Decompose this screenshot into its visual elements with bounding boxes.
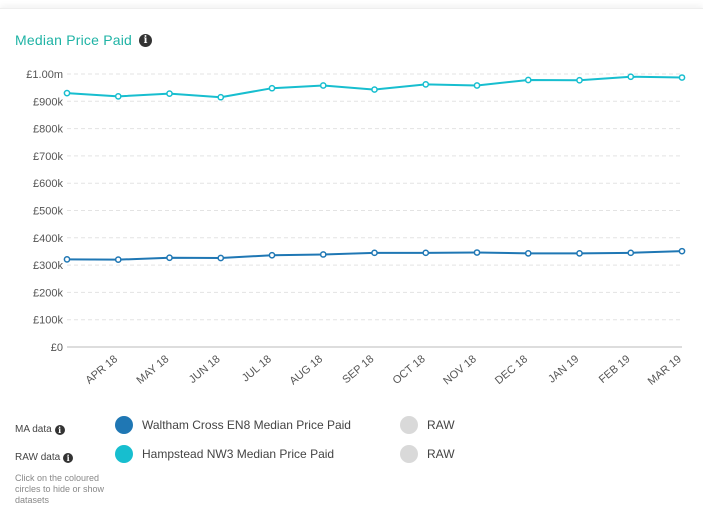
legend-item-hampstead-raw[interactable]: RAW	[400, 445, 455, 463]
x-tick-label: JUL 18	[240, 353, 274, 384]
data-point	[166, 254, 173, 262]
x-tick-label: MAY 18	[135, 353, 172, 387]
data-point	[166, 90, 173, 98]
data-point	[524, 250, 532, 257]
chart-card	[0, 8, 703, 518]
data-point	[524, 76, 532, 84]
y-tick-label: £200k	[33, 287, 63, 299]
y-tick-label: £800k	[33, 124, 63, 136]
x-tick-label: SEP 18	[340, 353, 376, 386]
data-point	[473, 82, 481, 89]
legend-item-hampstead[interactable]: Hampstead NW3 Median Price Paid	[115, 445, 334, 463]
data-point	[268, 251, 276, 259]
x-tick-label: MAR 19	[646, 353, 684, 388]
legend-label-waltham: Waltham Cross EN8 Median Price Paid	[142, 418, 351, 432]
y-tick-label: £0	[51, 342, 63, 354]
line-chart: £0 £100k £200k £300k £400k £500k £600k £700k £80…	[26, 69, 686, 388]
data-point	[319, 82, 327, 89]
data-point	[114, 256, 122, 263]
chart-title: Median Price Paid	[15, 32, 133, 48]
legend-label-hampstead: Hampstead NW3 Median Price Paid	[142, 447, 335, 461]
data-point	[422, 249, 430, 257]
x-tick-label: DEC 18	[493, 353, 530, 387]
data-point	[627, 249, 635, 257]
y-tick-label: £900k	[33, 96, 63, 108]
data-point	[217, 93, 225, 101]
legend-dot-waltham-raw[interactable]	[400, 416, 418, 434]
legend-label-hampstead-raw: RAW	[427, 447, 455, 461]
legend-dot-waltham[interactable]	[115, 416, 133, 434]
data-point	[63, 89, 71, 97]
y-tick-label: £400k	[33, 233, 63, 245]
data-point	[576, 250, 583, 257]
x-tick-label: NOV 18	[441, 353, 479, 387]
y-tick-label: £300k	[33, 260, 63, 272]
x-tick-label: OCT 18	[391, 353, 428, 387]
x-tick-label: JUN 18	[187, 353, 223, 386]
data-point	[627, 73, 635, 81]
x-tick-label: APR 18	[83, 353, 120, 387]
data-point	[63, 256, 71, 263]
legend-item-waltham-raw[interactable]: RAW	[400, 416, 455, 434]
legend-hint: Click on the coloured circles to hide or…	[15, 473, 105, 505]
legend-dot-hampstead-raw[interactable]	[400, 445, 418, 463]
y-tick-label: £1.00m	[26, 69, 63, 81]
data-point	[319, 251, 327, 258]
data-point	[576, 76, 583, 84]
data-point	[371, 86, 378, 93]
data-point	[371, 249, 378, 257]
data-point	[268, 84, 276, 92]
data-point	[114, 93, 122, 100]
ma-data-label: MA data i	[15, 424, 65, 435]
x-tick-label: JAN 19	[546, 353, 581, 385]
y-tick-label: £600k	[33, 178, 63, 190]
y-tick-label: £700k	[33, 151, 63, 163]
y-tick-label: £100k	[33, 315, 63, 327]
data-point	[473, 249, 481, 256]
data-point	[217, 254, 225, 262]
raw-data-label: RAW data i	[15, 452, 74, 463]
ma-info-icon[interactable]: i	[54, 424, 65, 435]
legend-label-waltham-raw: RAW	[427, 418, 455, 432]
y-tick-label: £500k	[33, 206, 63, 218]
raw-info-icon[interactable]: i	[63, 452, 74, 463]
legend-dot-hampstead[interactable]	[115, 445, 133, 463]
data-point	[422, 81, 430, 88]
x-tick-label: AUG 18	[287, 353, 325, 387]
info-icon[interactable]: i	[139, 34, 152, 47]
data-point	[678, 247, 686, 255]
data-point	[678, 74, 686, 81]
legend-item-waltham[interactable]: Waltham Cross EN8 Median Price Paid	[115, 416, 351, 434]
x-tick-label: FEB 19	[597, 353, 633, 386]
